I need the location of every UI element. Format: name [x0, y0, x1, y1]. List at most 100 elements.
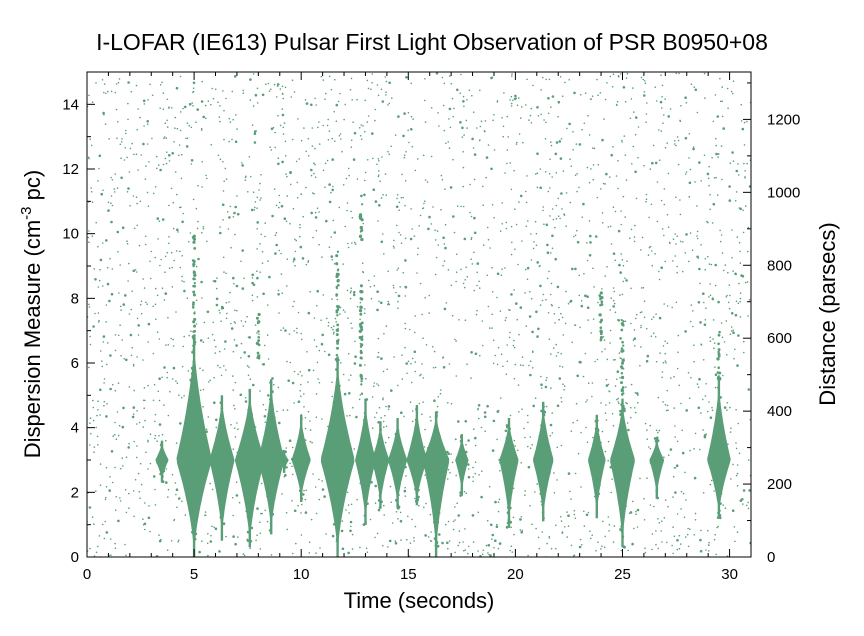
pulse-point	[250, 413, 254, 416]
noise-point	[259, 390, 261, 392]
noise-point	[738, 452, 741, 455]
noise-point	[313, 162, 315, 164]
pulse-point	[269, 456, 273, 459]
noise-point	[167, 488, 170, 491]
noise-point	[405, 475, 407, 477]
noise-point	[321, 256, 323, 258]
pulse-point	[380, 500, 383, 504]
noise-point	[675, 464, 679, 468]
noise-point	[378, 406, 381, 409]
noise-point	[473, 178, 476, 181]
pulse-point	[336, 459, 340, 462]
noise-point	[555, 172, 558, 174]
noise-point	[543, 223, 545, 225]
noise-point	[517, 449, 519, 452]
noise-point	[307, 381, 309, 383]
noise-point	[318, 381, 321, 384]
noise-point	[192, 81, 196, 85]
noise-point	[305, 489, 308, 492]
noise-point	[736, 464, 739, 466]
noise-point	[477, 404, 481, 407]
noise-point	[276, 410, 278, 413]
noise-point	[295, 239, 298, 242]
noise-point	[350, 290, 352, 292]
pulse-point	[397, 477, 400, 480]
noise-point	[524, 490, 526, 492]
noise-point	[300, 395, 302, 398]
noise-point	[491, 538, 493, 540]
noise-point	[147, 441, 149, 443]
noise-point	[261, 93, 265, 97]
noise-point	[550, 353, 552, 355]
noise-point	[424, 297, 427, 299]
noise-point	[146, 191, 149, 194]
pulse-point	[191, 488, 194, 492]
pulse-point	[193, 394, 196, 398]
noise-point	[454, 551, 456, 554]
pulse-point	[619, 409, 622, 413]
noise-point	[709, 208, 711, 211]
pulse-point	[248, 512, 252, 516]
noise-point	[256, 221, 260, 224]
noise-point	[609, 75, 612, 78]
noise-point	[663, 203, 666, 206]
noise-point	[486, 226, 489, 229]
noise-point	[236, 212, 240, 216]
noise-point	[410, 208, 412, 210]
noise-point	[153, 383, 156, 386]
noise-point	[93, 446, 96, 448]
noise-point	[201, 186, 203, 188]
noise-point	[97, 286, 100, 288]
noise-point	[687, 371, 690, 374]
noise-point	[371, 132, 374, 135]
noise-point	[372, 188, 376, 191]
pulse-point	[594, 419, 598, 423]
noise-point	[155, 318, 157, 321]
noise-point	[637, 394, 639, 396]
noise-point	[510, 188, 513, 191]
noise-point	[307, 260, 310, 262]
pulse-point	[594, 453, 598, 457]
noise-point	[385, 405, 387, 408]
pulse-point	[377, 474, 381, 478]
noise-point	[650, 203, 653, 206]
pulse-point	[192, 360, 196, 363]
pulse-point	[246, 530, 250, 534]
noise-point	[251, 299, 254, 302]
noise-point	[161, 218, 165, 221]
noise-point	[714, 534, 716, 536]
noise-point	[501, 223, 504, 225]
noise-point	[409, 237, 413, 241]
noise-point	[489, 247, 491, 249]
noise-point	[347, 317, 349, 319]
noise-point	[532, 350, 534, 353]
noise-point	[562, 383, 564, 386]
pulse-point	[364, 434, 367, 438]
noise-point	[674, 233, 676, 235]
noise-point	[550, 141, 552, 143]
noise-point	[391, 97, 393, 99]
noise-point	[732, 270, 734, 272]
noise-point	[559, 157, 563, 160]
noise-point	[262, 363, 266, 366]
pulse-point	[271, 512, 274, 516]
noise-point	[491, 266, 493, 269]
noise-point	[506, 115, 509, 118]
noise-point	[278, 421, 281, 425]
noise-point	[591, 95, 594, 97]
noise-point	[585, 401, 587, 403]
noise-point	[478, 474, 480, 476]
noise-point	[181, 255, 183, 257]
streak-point	[193, 312, 196, 315]
pulse-body	[499, 418, 519, 528]
streak-point	[193, 273, 197, 277]
noise-point	[709, 294, 712, 297]
noise-point	[747, 388, 751, 391]
pulse-point	[335, 388, 339, 392]
noise-point	[262, 403, 265, 406]
noise-point	[553, 347, 555, 349]
pulse-point	[334, 522, 338, 525]
pulse-point	[250, 435, 254, 438]
noise-point	[620, 253, 622, 255]
noise-point	[135, 271, 138, 273]
